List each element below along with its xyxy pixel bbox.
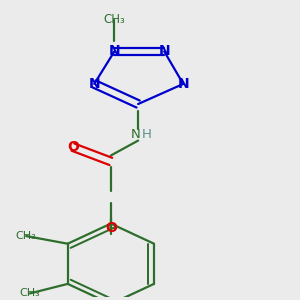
Text: CH₃: CH₃: [16, 231, 37, 241]
Text: N: N: [130, 128, 140, 141]
Text: CH₃: CH₃: [20, 289, 40, 298]
Text: H: H: [142, 128, 152, 141]
Text: O: O: [105, 221, 117, 236]
Text: O: O: [67, 140, 79, 154]
Text: N: N: [158, 44, 170, 58]
Text: N: N: [109, 44, 120, 58]
Text: N: N: [177, 77, 189, 91]
Text: CH₃: CH₃: [103, 13, 125, 26]
Text: N: N: [88, 77, 100, 91]
